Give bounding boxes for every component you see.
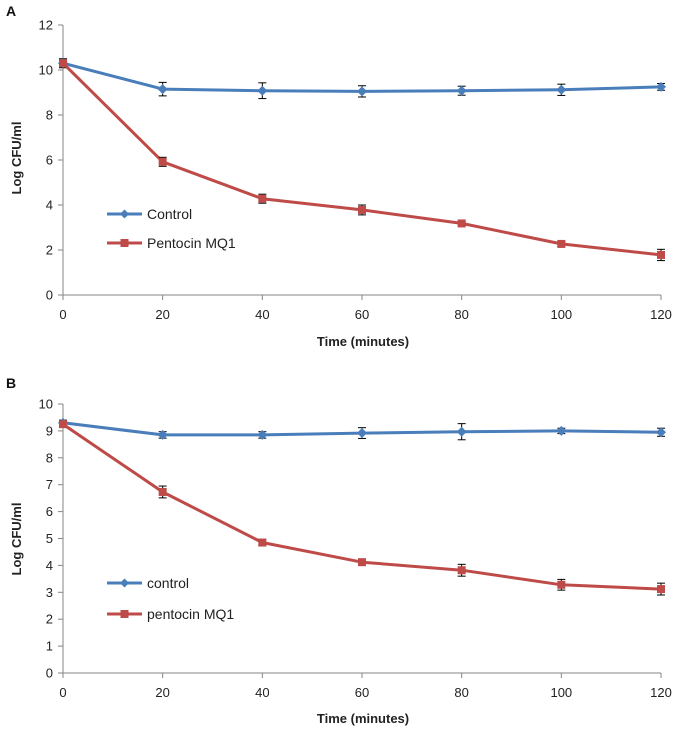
x-axis-title: Time (minutes) (317, 711, 409, 726)
legend-marker-diamond-icon (120, 578, 129, 588)
data-point (258, 194, 267, 203)
x-axis-title: Time (minutes) (317, 334, 409, 349)
data-point (258, 538, 267, 547)
panel-label: A (6, 3, 16, 19)
x-tick-label: 0 (59, 307, 66, 322)
legend-item-control[interactable]: control (107, 575, 189, 591)
data-point (456, 426, 467, 437)
data-point (357, 86, 367, 97)
y-tick-label: 0 (46, 288, 53, 303)
y-tick-label: 1 (46, 639, 53, 654)
data-point (556, 84, 567, 95)
data-point (456, 85, 467, 96)
x-tick-label: 0 (59, 685, 66, 700)
y-tick-label: 0 (46, 666, 53, 681)
data-point (357, 428, 367, 439)
data-point (59, 420, 67, 429)
legend: Control Pentocin MQ1 (107, 206, 236, 251)
data-point (157, 429, 168, 440)
x-tick-label: 60 (355, 685, 369, 700)
x-tick-label: 40 (255, 685, 269, 700)
x-tick-label: 20 (155, 685, 169, 700)
legend-item-pentocin[interactable]: Pentocin MQ1 (107, 235, 236, 251)
y-tick-label: 5 (46, 531, 53, 546)
y-axis-title: Log CFU/ml (9, 122, 24, 195)
legend-item-pentocin[interactable]: pentocin MQ1 (107, 606, 234, 622)
data-point (257, 429, 268, 440)
y-tick-label: 10 (39, 397, 53, 412)
series-pentocin (59, 420, 665, 596)
data-point (358, 558, 366, 567)
legend-marker-square-icon (120, 610, 129, 618)
x-tick-label: 80 (454, 685, 468, 700)
y-tick-label: 6 (46, 153, 53, 168)
y-tick-label: 4 (46, 198, 53, 213)
data-point (158, 157, 167, 166)
data-point (656, 427, 666, 438)
legend-label-pentocin: pentocin MQ1 (147, 606, 234, 622)
y-tick-label: 12 (39, 18, 53, 33)
data-point (257, 85, 268, 96)
y-tick-label: 7 (46, 477, 53, 492)
legend-label-control: Control (147, 206, 192, 222)
data-point (157, 84, 168, 95)
data-point (556, 425, 567, 436)
data-point (657, 585, 665, 594)
x-tick-label: 40 (255, 307, 269, 322)
data-point (59, 59, 67, 68)
legend-label-pentocin: Pentocin MQ1 (147, 235, 236, 251)
series-pentocin (59, 59, 665, 262)
y-tick-label: 3 (46, 585, 53, 600)
y-axis-title: Log CFU/ml (9, 503, 24, 576)
data-point (557, 239, 566, 248)
x-tick-label: 120 (650, 685, 672, 700)
data-point (158, 487, 167, 496)
data-point (656, 81, 666, 92)
series-control (58, 417, 666, 441)
x-tick-label: 100 (550, 685, 572, 700)
data-point (457, 566, 466, 575)
legend-marker-square-icon (120, 239, 129, 247)
data-point (557, 580, 566, 589)
legend-label-control: control (147, 575, 189, 591)
x-tick-label: 80 (454, 307, 468, 322)
y-tick-label: 8 (46, 108, 53, 123)
legend-marker-diamond-icon (120, 209, 129, 219)
x-tick-label: 60 (355, 307, 369, 322)
data-point (657, 250, 665, 259)
panel-label: B (6, 375, 16, 391)
x-tick-label: 120 (650, 307, 672, 322)
x-tick-label: 100 (550, 307, 572, 322)
data-point (457, 219, 466, 228)
y-tick-label: 10 (39, 63, 53, 78)
y-tick-label: 9 (46, 423, 53, 438)
x-tick-label: 20 (155, 307, 169, 322)
chart-panel-b: B Log CFU/ml Time (minutes) control pent… (6, 375, 672, 726)
y-tick-label: 2 (46, 612, 53, 627)
legend: control pentocin MQ1 (107, 575, 234, 622)
y-tick-label: 8 (46, 450, 53, 465)
series-control (58, 58, 666, 100)
y-tick-label: 2 (46, 243, 53, 258)
chart-panel-a: A Log CFU/ml Time (minutes) Control Pent… (6, 3, 672, 349)
y-tick-label: 4 (46, 558, 53, 573)
legend-item-control[interactable]: Control (107, 206, 192, 222)
y-tick-label: 6 (46, 504, 53, 519)
data-point (358, 205, 366, 214)
